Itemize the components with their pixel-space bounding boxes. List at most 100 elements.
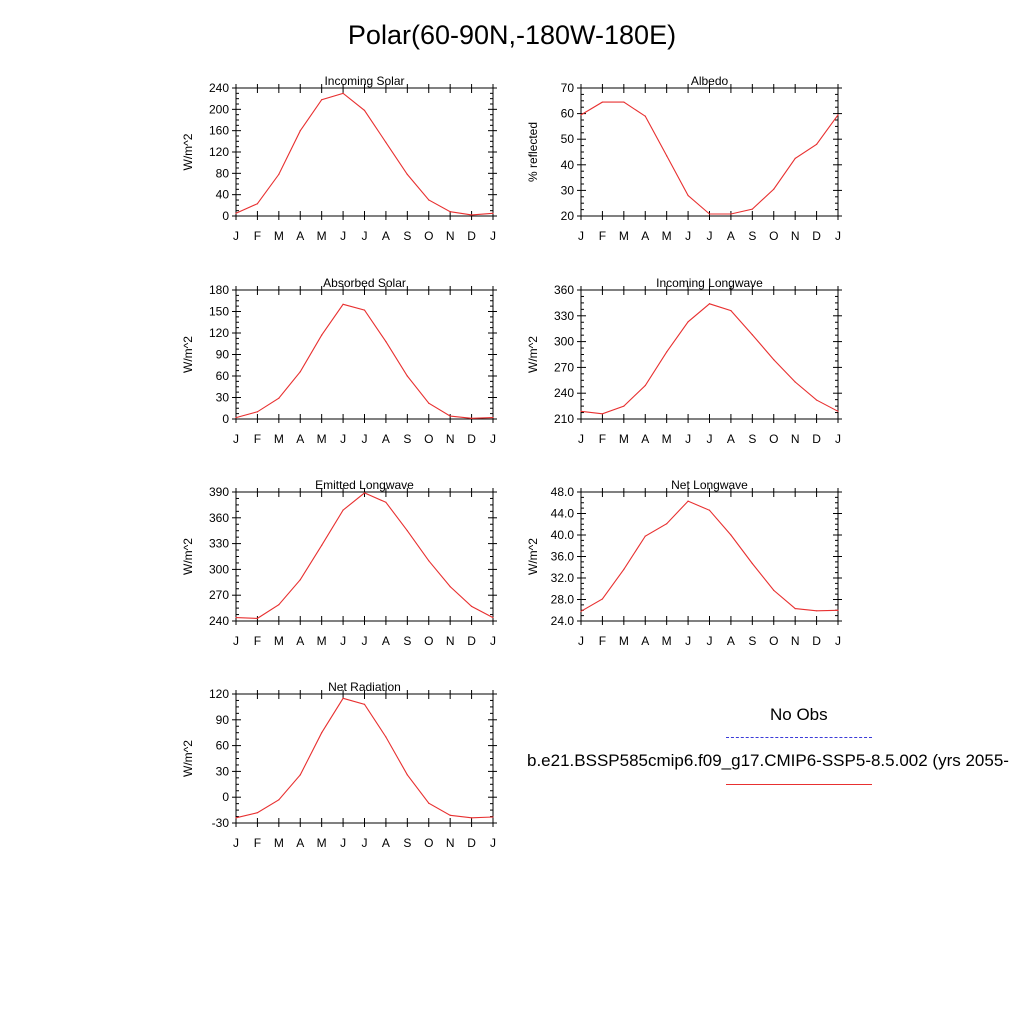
- y-tick-label: 240: [209, 614, 229, 628]
- x-tick-label: M: [317, 432, 327, 446]
- y-tick-label: 0: [222, 412, 229, 426]
- x-tick-label: D: [812, 229, 821, 243]
- plot-frame: [580, 289, 839, 420]
- data-point: [321, 99, 323, 101]
- y-tick-label: 270: [554, 360, 574, 374]
- data-point: [794, 381, 796, 383]
- y-tick-label: 120: [209, 145, 229, 159]
- data-point: [470, 417, 473, 419]
- data-point: [751, 334, 753, 336]
- data-point: [256, 812, 259, 814]
- page-title: Polar(60-90N,-180W-180E): [347, 20, 677, 50]
- x-tick-label: F: [599, 432, 606, 446]
- x-tick-label: J: [362, 229, 368, 243]
- data-point: [601, 101, 604, 103]
- data-point: [363, 309, 366, 311]
- x-tick-label: J: [233, 432, 239, 446]
- x-tick-label: M: [317, 836, 327, 850]
- chart-title: Net Radiation: [328, 680, 401, 694]
- x-tick-label: J: [490, 432, 496, 446]
- plot-frame: [235, 87, 494, 217]
- data-point: [321, 544, 323, 546]
- y-tick-label: -30: [212, 816, 230, 830]
- y-tick-label: 24.0: [551, 614, 575, 628]
- x-tick-label: S: [403, 836, 411, 850]
- legend-case-label: b.e21.BSSP585cmip6.f09_g17.CMIP6-SSP5-8.…: [527, 751, 1009, 770]
- y-tick-label: 40: [561, 158, 575, 172]
- y-tick-label: 330: [209, 537, 229, 551]
- x-tick-label: F: [254, 432, 261, 446]
- data-point: [708, 303, 711, 305]
- data-point: [385, 501, 387, 503]
- x-tick-label: J: [578, 229, 584, 243]
- series-line: [235, 92, 494, 216]
- data-point: [406, 375, 408, 377]
- y-tick-label: 70: [561, 81, 575, 95]
- data-point: [580, 610, 582, 612]
- data-point: [666, 523, 668, 525]
- x-tick-label: A: [727, 432, 735, 446]
- y-tick-label: 40.0: [551, 528, 575, 542]
- y-axis-label: % reflected: [526, 122, 540, 182]
- y-tick-label: 300: [554, 335, 574, 349]
- x-tick-label: O: [769, 634, 778, 648]
- y-tick-label: 44.0: [551, 507, 575, 521]
- data-point: [235, 616, 237, 619]
- data-point: [623, 101, 625, 103]
- data-point: [492, 212, 494, 214]
- x-tick-label: J: [707, 229, 713, 243]
- data-point: [299, 130, 301, 132]
- data-point: [601, 598, 604, 600]
- x-tick-label: F: [599, 634, 606, 648]
- legend-case-line: [726, 784, 872, 785]
- data-point: [751, 208, 753, 210]
- data-point: [256, 411, 259, 413]
- data-point: [644, 115, 646, 117]
- data-point: [278, 799, 280, 801]
- data-point: [299, 579, 301, 581]
- x-tick-label: M: [662, 432, 672, 446]
- data-point: [321, 334, 323, 336]
- y-tick-label: 48.0: [551, 485, 575, 499]
- data-point: [278, 604, 280, 606]
- y-tick-label: 90: [216, 713, 230, 727]
- y-tick-label: 90: [216, 348, 230, 362]
- x-tick-label: M: [274, 836, 284, 850]
- x-tick-label: J: [340, 229, 346, 243]
- y-tick-label: 210: [554, 412, 574, 426]
- x-tick-label: J: [233, 634, 239, 648]
- x-tick-label: F: [254, 634, 261, 648]
- x-tick-label: J: [340, 432, 346, 446]
- x-tick-label: J: [685, 229, 691, 243]
- x-tick-label: M: [619, 634, 629, 648]
- y-tick-label: 0: [222, 790, 229, 804]
- legend: No Obs b.e21.BSSP585cmip6.f09_g17.CMIP6-…: [520, 700, 1024, 800]
- data-point: [687, 194, 689, 197]
- data-point: [385, 736, 387, 738]
- data-point: [623, 405, 625, 407]
- x-tick-label: J: [835, 634, 841, 648]
- x-tick-label: D: [467, 229, 476, 243]
- y-tick-label: 0: [222, 209, 229, 223]
- plot-frame: [235, 693, 494, 824]
- x-tick-label: M: [274, 634, 284, 648]
- x-tick-label: M: [317, 229, 327, 243]
- x-tick-label: D: [467, 432, 476, 446]
- x-tick-label: N: [446, 634, 455, 648]
- data-point: [321, 732, 323, 734]
- y-tick-label: 300: [209, 562, 229, 576]
- data-point: [235, 212, 237, 214]
- x-tick-label: J: [685, 634, 691, 648]
- x-tick-label: J: [340, 634, 346, 648]
- x-tick-label: N: [446, 836, 455, 850]
- x-tick-label: J: [835, 432, 841, 446]
- y-tick-label: 330: [554, 309, 574, 323]
- y-tick-label: 30: [561, 183, 575, 197]
- data-point: [342, 303, 344, 305]
- chart-title: Absorbed Solar: [323, 276, 406, 290]
- y-tick-label: 80: [216, 166, 230, 180]
- data-point: [406, 774, 408, 776]
- chart-title: Emitted Longwave: [315, 478, 414, 492]
- data-point: [470, 817, 473, 819]
